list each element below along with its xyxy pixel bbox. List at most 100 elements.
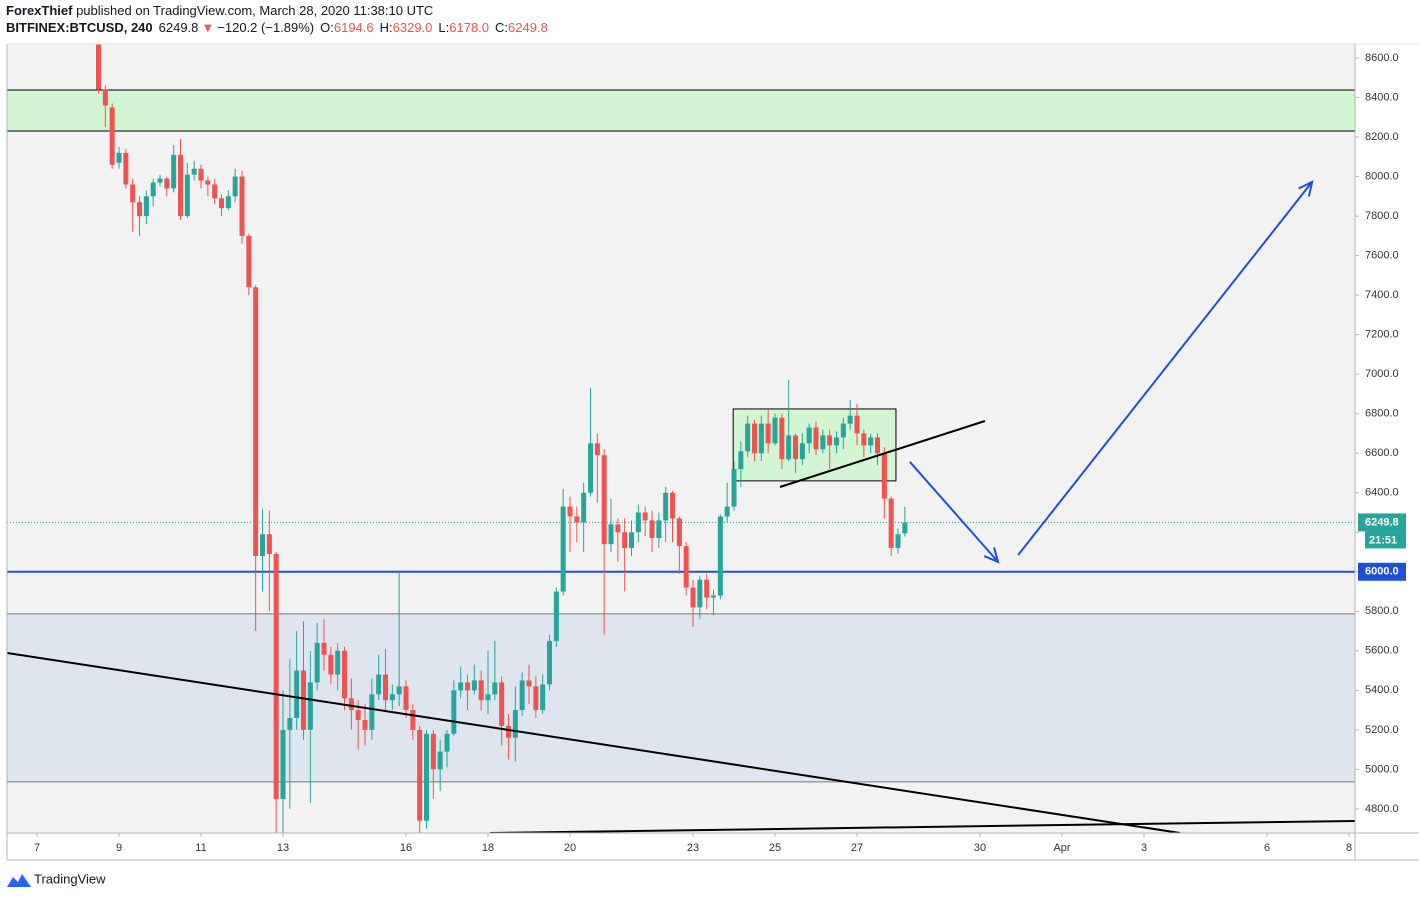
candle-body: [895, 534, 901, 549]
y-tick-label: 5200.0: [1365, 724, 1399, 736]
logo-icon: [7, 874, 31, 887]
zone: [7, 613, 1355, 782]
candle-body: [827, 435, 833, 446]
candle-body: [287, 717, 293, 730]
y-tick-label: 6600.0: [1365, 447, 1399, 459]
y-tick-label: 6800.0: [1365, 408, 1399, 420]
candle-body: [560, 506, 566, 592]
publish-line: ForexThief published on TradingView.com,…: [6, 3, 433, 18]
candle-body: [430, 733, 436, 770]
candle-body: [533, 686, 539, 711]
candle-body: [458, 682, 464, 691]
candle-body: [615, 524, 621, 533]
x-tick-label: 9: [116, 842, 122, 854]
candle-body: [301, 670, 307, 730]
candle-body: [444, 733, 450, 752]
candle-body: [383, 674, 389, 701]
y-tick-label: 8400.0: [1365, 91, 1399, 103]
candle-body: [512, 710, 518, 738]
y-tick-label: 7200.0: [1365, 329, 1399, 341]
candle-body: [266, 534, 272, 554]
candle-body: [130, 184, 136, 203]
candle-body: [355, 710, 361, 720]
candle-body: [396, 686, 402, 695]
candle-body: [642, 512, 648, 521]
quote-value: 6178.0: [449, 20, 489, 35]
candle-body: [225, 196, 231, 209]
quote-key: C:: [495, 20, 508, 35]
candle-body: [143, 196, 149, 217]
y-tick-label: 7800.0: [1365, 210, 1399, 222]
trend-line: [779, 420, 986, 488]
candle-body: [109, 107, 115, 165]
candle-body: [861, 433, 867, 446]
candle-body: [553, 591, 559, 641]
candle-body: [902, 522, 908, 534]
countdown-label: 21:51: [1369, 534, 1397, 546]
candle-body: [779, 417, 785, 460]
candle-body: [690, 587, 696, 608]
candle-body: [608, 524, 614, 545]
author: ForexThief: [6, 3, 73, 18]
candle-body: [150, 182, 156, 197]
candle-body: [717, 516, 723, 596]
candle-body: [683, 546, 689, 588]
candle-body: [123, 152, 129, 185]
y-tick-label: 5400.0: [1365, 684, 1399, 696]
x-tick-label: 16: [400, 842, 412, 854]
candle-body: [314, 642, 320, 683]
x-tick-label: 20: [564, 842, 576, 854]
candle-body: [410, 710, 416, 730]
candle-body: [765, 423, 771, 444]
x-tick-label: Apr: [1053, 842, 1070, 854]
x-tick-label: 11: [195, 842, 206, 854]
candle-body: [772, 417, 778, 444]
candle-body: [369, 694, 375, 730]
candle-body: [451, 690, 457, 734]
candle-body: [376, 674, 382, 695]
candle-body: [588, 443, 594, 493]
plot-layer: [7, 44, 1355, 833]
last-price-label: 6249.8: [1365, 516, 1399, 528]
candle-body: [342, 650, 348, 699]
candle-body: [485, 694, 491, 701]
candle-body: [594, 443, 600, 456]
candle-body: [307, 682, 313, 730]
candle-body: [601, 455, 607, 545]
countdown-box: [1365, 531, 1406, 549]
arrow-head: [1298, 180, 1314, 197]
x-tick-label: 30: [974, 842, 986, 854]
quote-value: 6329.0: [393, 20, 433, 35]
x-tick-label: 8: [1346, 842, 1352, 854]
candle-body: [834, 437, 840, 446]
candle-body: [567, 506, 573, 517]
x-tick-label: 3: [1141, 842, 1147, 854]
y-tick-label: 7400.0: [1365, 289, 1399, 301]
arrow-head: [983, 547, 1000, 564]
level-box: [1358, 562, 1406, 581]
y-tick-label: 7600.0: [1365, 250, 1399, 262]
candle-body: [758, 423, 764, 454]
quote-value: 6194.6: [334, 20, 374, 35]
candle-body: [191, 168, 197, 175]
trend-line: [7, 652, 1181, 833]
candle-body: [745, 423, 751, 452]
candle-body: [219, 198, 225, 209]
candle-body: [649, 520, 655, 539]
y-tick-label: 5800.0: [1365, 605, 1399, 617]
quote-key: O:: [320, 20, 334, 35]
candle-body: [178, 154, 184, 217]
candle-body: [854, 415, 860, 434]
candle-body: [362, 719, 368, 730]
y-tick-label: 8600.0: [1365, 52, 1399, 64]
candle-body: [157, 178, 163, 183]
candle-body: [574, 516, 580, 523]
trend-line: [909, 461, 999, 563]
candle-body: [635, 512, 641, 533]
candle-body: [731, 469, 737, 507]
candle-body: [348, 698, 354, 711]
candle-body: [799, 443, 805, 460]
level-label: 6000.0: [1365, 566, 1399, 578]
candle-body: [478, 680, 484, 701]
y-tick-label: 5000.0: [1365, 763, 1399, 775]
